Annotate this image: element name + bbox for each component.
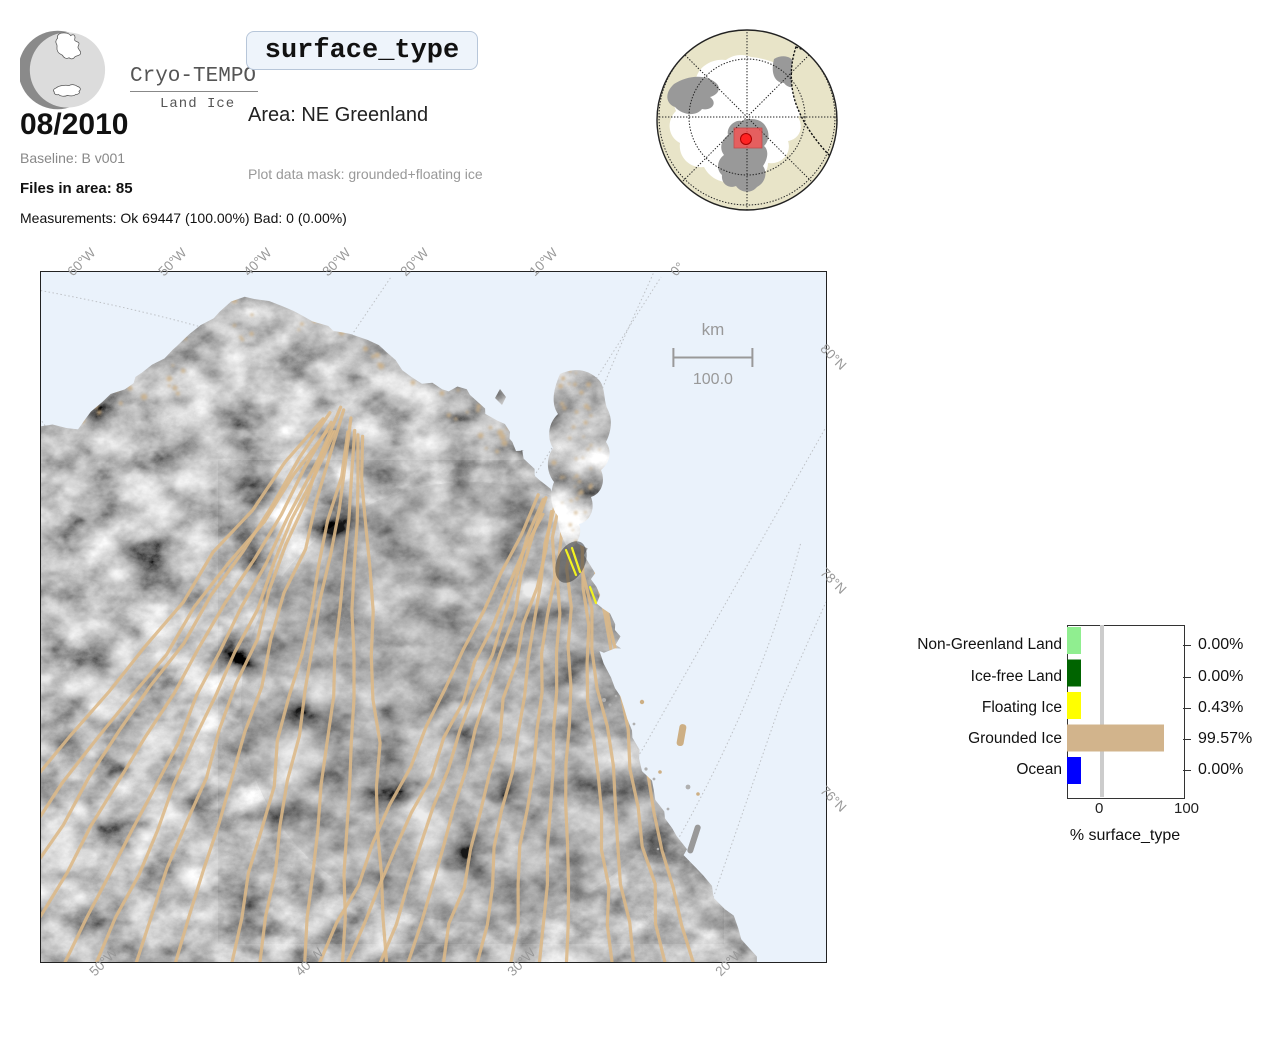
svg-text:100.0: 100.0 bbox=[693, 371, 733, 388]
svg-text:km: km bbox=[702, 320, 725, 339]
